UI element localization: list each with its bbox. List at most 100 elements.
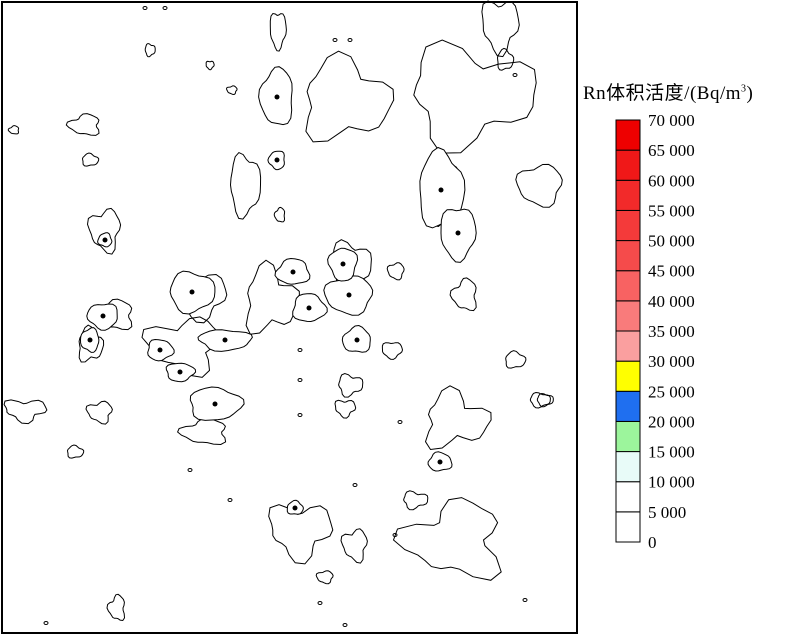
legend-swatch <box>615 420 641 453</box>
legend-tick-label: 45 000 <box>648 262 695 281</box>
hotspot-peak-marker <box>354 337 360 343</box>
hotspot-peak-marker <box>306 305 312 311</box>
hotspot-peak-marker <box>212 401 218 407</box>
contour-line <box>144 42 156 58</box>
contour-line <box>340 528 368 564</box>
contour-line <box>413 39 537 154</box>
legend-swatch <box>615 119 641 151</box>
small-contour <box>392 533 398 537</box>
legend-title-main: Rn体积活度/(Bq/m <box>583 83 742 104</box>
contour-line <box>65 113 100 136</box>
small-contour <box>512 73 518 77</box>
contour-line <box>85 400 113 425</box>
legend-tick-label: 20 000 <box>648 412 695 431</box>
contour-line <box>386 262 405 281</box>
hotspot-peak-marker <box>222 337 228 343</box>
legend-tick-label: 30 000 <box>648 352 695 371</box>
contour-line <box>205 60 215 71</box>
small-contour <box>297 413 303 417</box>
contour-line <box>334 399 357 419</box>
legend-tick-label: 10 000 <box>648 473 695 492</box>
contour-line <box>3 399 48 425</box>
small-contour <box>43 621 49 625</box>
hotspot-peak-marker <box>189 289 195 295</box>
small-contour <box>297 378 303 382</box>
contour-line <box>66 444 85 459</box>
contour-line <box>141 316 223 378</box>
hotspot-peak-marker <box>340 261 346 267</box>
small-contour <box>522 598 528 602</box>
legend-tick-label: 55 000 <box>648 201 695 220</box>
legend-swatch <box>615 270 641 302</box>
contour-line <box>496 47 515 71</box>
contour-line <box>81 152 100 167</box>
legend-swatch <box>615 481 641 513</box>
contour-line <box>269 12 287 52</box>
contour-line <box>392 497 502 581</box>
legend-swatch <box>615 179 641 211</box>
legend-swatch <box>615 240 641 272</box>
hotspot-peak-marker <box>455 230 461 236</box>
legend-swatch <box>615 300 641 332</box>
contour-line <box>505 350 527 369</box>
legend-swatch <box>615 390 641 422</box>
legend-tick-label: 50 000 <box>648 232 695 251</box>
legend-tick-label: 70 000 <box>648 111 695 130</box>
legend-tick-label: 15 000 <box>648 443 695 462</box>
contour-line <box>273 206 286 223</box>
legend-swatch <box>615 209 641 242</box>
contour-line <box>176 417 227 446</box>
contour-line <box>449 277 477 312</box>
hotspot-peak-marker <box>274 157 280 163</box>
legend-title-superscript: 3 <box>741 83 747 95</box>
small-contour <box>227 498 233 502</box>
contour-line <box>7 125 20 135</box>
small-contour <box>397 420 403 424</box>
hotspot-peak-marker <box>100 313 106 319</box>
legend-swatch <box>615 360 641 392</box>
hotspot-peak-marker <box>346 292 352 298</box>
small-contour <box>317 601 323 605</box>
contour-line <box>268 504 334 565</box>
small-contour <box>352 483 358 487</box>
legend: 0 5 000 10 000 15 000 20 000 25 000 30 000 35 0… <box>615 111 695 552</box>
legend-swatch <box>615 149 641 181</box>
hotspot-peak-marker <box>87 337 93 343</box>
small-contour <box>342 623 348 627</box>
contour-line <box>315 570 334 585</box>
legend-tick-label: 60 000 <box>648 171 695 190</box>
legend-swatch <box>615 330 641 362</box>
contour-line <box>381 342 404 360</box>
hotspot-contour-ring <box>440 208 477 263</box>
legend-swatch <box>615 451 641 483</box>
legend-tick-label: 5 000 <box>648 503 686 522</box>
legend-tick-label: 0 <box>648 533 657 552</box>
contour-line <box>229 151 262 220</box>
contour-line <box>338 372 364 398</box>
contour-line <box>481 0 520 58</box>
contour-line <box>245 259 301 335</box>
hotspot-peak-marker <box>437 459 443 465</box>
legend-tick-label: 65 000 <box>648 141 695 160</box>
concentration-fill-layer <box>79 66 477 515</box>
legend-swatch <box>615 511 641 543</box>
legend-title: Rn体积活度/(Bq/m3) <box>583 78 753 105</box>
contour-line <box>305 50 395 143</box>
small-contour <box>187 468 193 472</box>
legend-title-end: ) <box>746 83 754 104</box>
contour-line <box>225 85 238 96</box>
small-contour <box>142 6 148 10</box>
hotspot-peak-marker <box>292 505 298 511</box>
hotspot-peak-marker <box>438 187 444 193</box>
small-contour <box>162 6 168 10</box>
legend-tick-label: 40 000 <box>648 292 695 311</box>
hotspot-peak-marker <box>102 237 108 243</box>
small-contour <box>347 38 353 42</box>
small-contour <box>297 348 303 352</box>
contour-line <box>515 163 563 208</box>
contour-line <box>403 490 429 511</box>
contour-line <box>106 593 126 622</box>
hotspot-peak-marker <box>274 94 280 100</box>
hotspot-peak-marker <box>157 347 163 353</box>
